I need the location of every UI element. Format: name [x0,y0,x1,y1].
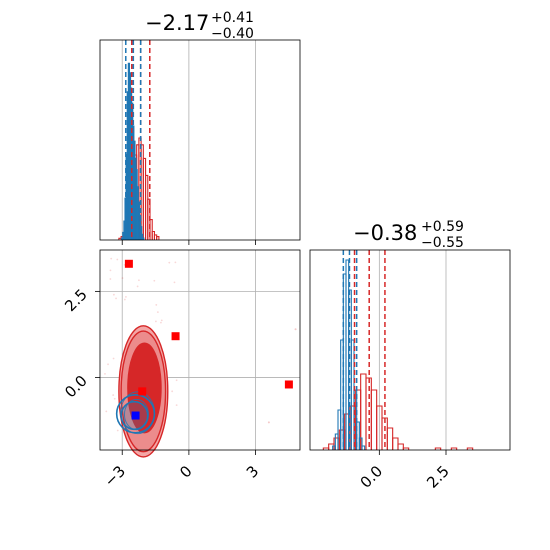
scatter-point [104,373,106,375]
red-hist-bin [397,443,404,450]
scatter-point [116,429,119,432]
scatter-point [153,279,156,282]
scatter-point [155,304,158,306]
scatter-point [109,278,112,280]
red-hist-bin [466,447,474,450]
x-tick-label: 3 [243,462,262,481]
scatter-point [110,257,113,260]
axes-frame [99,249,301,451]
title-param-2-upper: +0.59 [421,219,464,235]
scatter-point [112,357,115,360]
scatter-point [138,279,140,282]
title-param-2: −0.38 [353,221,417,245]
y-tick-label: 0.0 [61,372,91,402]
red-hist-bin [392,437,399,450]
axes-frame [309,249,511,451]
scatter-point [107,363,109,366]
x-tick-label: 0 [176,462,195,481]
red-marker [284,380,293,389]
blue-hist-bin [142,237,145,240]
red-histogram [118,137,160,240]
scatter-point [160,321,162,324]
histogram-panel-param-2: 0.0 2.5 −0.38 +0.59 −0.55 [309,219,511,492]
red-hist-bin [434,447,442,450]
blue-hist-bin [361,445,366,450]
y-tick-label: 2.5 [61,285,91,315]
title-param-1-lower: −0.40 [211,26,254,42]
red-hist-bin [149,219,153,240]
markers [124,259,293,420]
scatter-point [125,295,127,298]
y-ticks: 0.0 2.5 [61,285,100,401]
red-hist-bin [370,389,378,450]
x-ticks: −3 0 3 [101,450,262,490]
blue-hist-bin [358,437,363,450]
histogram-panel-param-1: −2.17 +0.41 −0.40 [99,10,301,245]
scatter-point [121,277,124,279]
scatter-point [109,269,112,272]
title-param-1-upper: +0.41 [211,10,254,26]
scatter-point [105,410,108,413]
scatter-point [175,379,178,382]
red-hist-bin [156,236,160,240]
blue-hist-bin [141,233,144,240]
red-marker [124,259,133,268]
scatter-point [175,404,178,406]
grid [378,250,447,450]
red-marker [171,332,180,341]
blue-contours [115,391,156,435]
blue-histogram [332,259,366,450]
title-param-1: −2.17 [145,11,209,35]
scatter-point [174,261,177,264]
red-histogram [322,373,474,450]
contour-panel: −3 0 3 0.0 2.5 [61,249,301,490]
scatter-point [136,285,139,288]
x-tick-label: −3 [101,462,129,490]
blue-marker [131,411,140,420]
x-tick-label: 2.5 [423,462,453,492]
scatter-point [115,297,117,300]
quantile-lines [342,250,386,450]
scatter-point [112,394,115,396]
red-hist-bin [386,427,394,450]
title-param-2-lower: −0.55 [421,235,464,251]
scatter-point [154,320,157,323]
scatter-point [294,328,297,331]
red-hist-bin [450,447,458,450]
x-ticks: 0.0 2.5 [357,450,453,492]
scatter-point [171,390,174,393]
scatter-point [173,281,176,284]
scatter-point [168,261,171,264]
scatter-point [267,421,270,424]
scatter-point [123,298,126,301]
axes-frame [99,39,301,241]
scatter-point [156,311,159,314]
scatter-point [113,397,116,400]
red-marker [138,387,147,396]
x-tick-label: 0.0 [357,462,387,492]
grid [121,40,256,245]
blue-contour [123,398,149,431]
scatter-point [116,258,119,261]
red-hist-bin [402,447,410,450]
scatter-point [160,319,163,322]
scatter-point [112,293,115,296]
quantile-lines [125,40,151,240]
